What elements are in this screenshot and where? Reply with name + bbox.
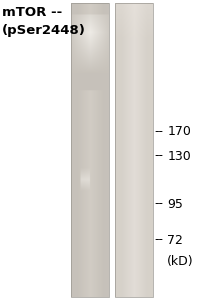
Text: --: --	[155, 197, 164, 211]
Bar	[71, 3, 109, 297]
Bar	[115, 3, 153, 297]
Text: --: --	[155, 125, 164, 139]
Text: 130: 130	[167, 149, 191, 163]
Text: --: --	[155, 149, 164, 163]
Text: 72: 72	[167, 233, 183, 247]
Text: 95: 95	[167, 197, 183, 211]
Text: (pSer2448): (pSer2448)	[2, 24, 86, 37]
Text: 170: 170	[167, 125, 191, 139]
Text: (kD): (kD)	[167, 254, 194, 268]
Text: --: --	[155, 233, 164, 247]
Text: mTOR --: mTOR --	[2, 6, 62, 19]
